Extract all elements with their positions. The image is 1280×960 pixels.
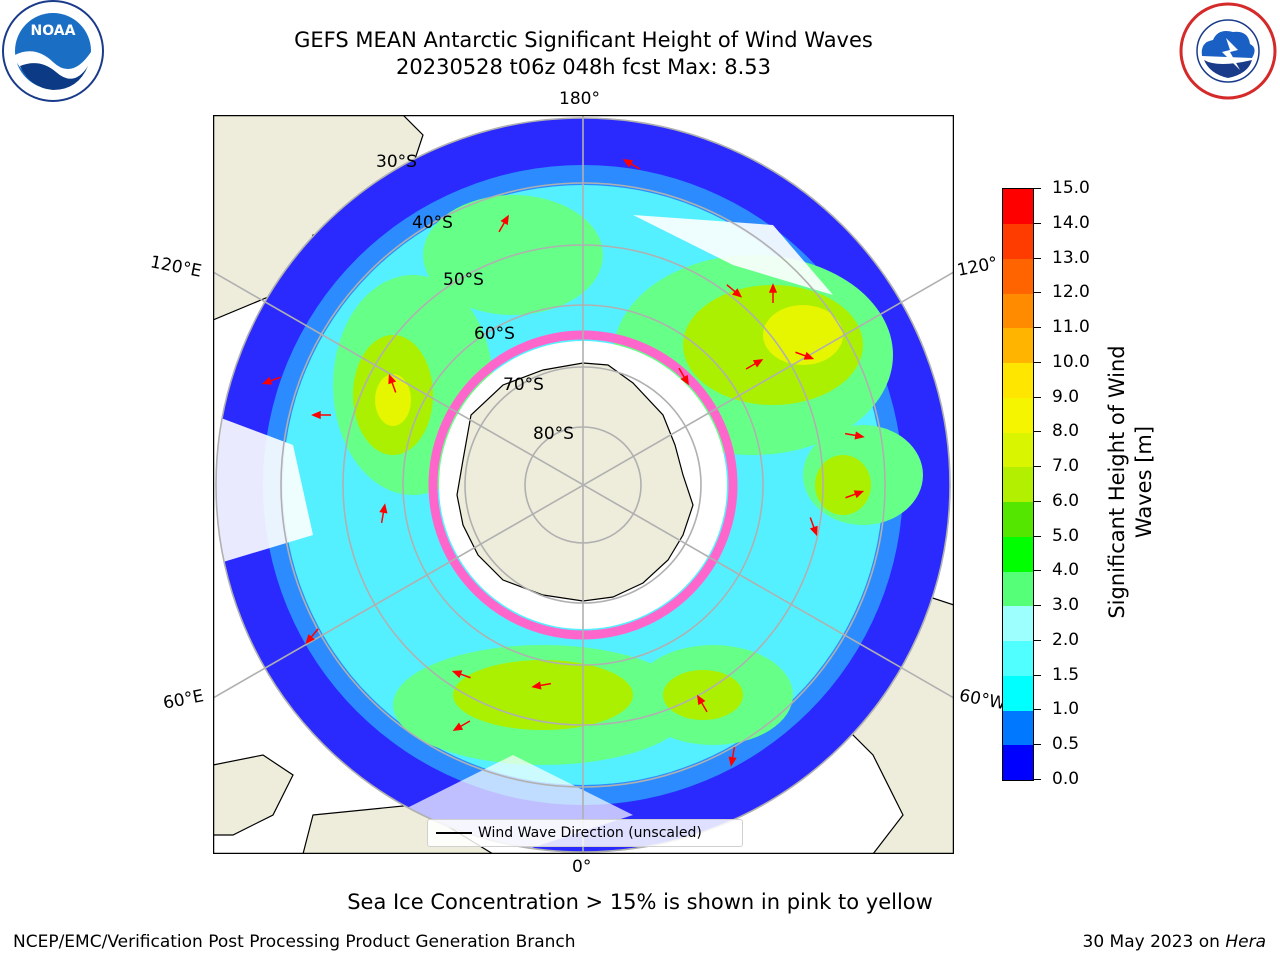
- colorbar-tick-label: 5.0: [1052, 525, 1080, 546]
- colorbar-tick: [1033, 361, 1041, 363]
- lon-label-right-upper: 120°: [955, 253, 1000, 281]
- legend-line-icon: [436, 832, 472, 834]
- credit-text: NCEP/EMC/Verification Post Processing Pr…: [13, 932, 576, 952]
- colorbar-title-line1: Significant Height of Wind: [1105, 345, 1129, 619]
- colorbar-segment: [1003, 571, 1033, 607]
- colorbar-segment: [1003, 745, 1033, 781]
- colorbar-title-line2: Waves [m]: [1132, 425, 1156, 539]
- colorbar-tick-label: 6.0: [1052, 490, 1080, 511]
- colorbar-tick: [1033, 188, 1041, 189]
- colorbar-tick: [1033, 257, 1041, 259]
- colorbar-segment: [1003, 397, 1033, 433]
- lat-label-50s: 50°S: [443, 270, 484, 290]
- colorbar-tick: [1033, 466, 1041, 468]
- lon-label-left-upper: 120°E: [148, 252, 204, 282]
- lat-label-40s: 40°S: [412, 213, 453, 233]
- nws-logo-icon: [1179, 2, 1277, 100]
- map-plot: [213, 115, 954, 854]
- lon-label-top: 180°: [559, 89, 600, 109]
- lon-label-bottom: 0°: [572, 857, 592, 877]
- noaa-logo-icon: NOAA: [2, 0, 104, 102]
- date-value: 30 May 2023 on: [1082, 932, 1226, 952]
- colorbar-segment: [1003, 189, 1033, 224]
- colorbar-segment: [1003, 467, 1033, 503]
- colorbar-tick: [1033, 744, 1041, 746]
- colorbar-tick: [1033, 327, 1041, 329]
- colorbar-segment: [1003, 640, 1033, 676]
- sea-ice-note: Sea Ice Concentration > 15% is shown in …: [347, 890, 933, 914]
- lat-label-30s: 30°S: [376, 152, 417, 172]
- colorbar-tick: [1033, 605, 1041, 607]
- colorbar-tick-label: 15.0: [1052, 178, 1090, 198]
- lat-label-60s: 60°S: [474, 324, 515, 344]
- colorbar-tick-label: 13.0: [1052, 247, 1090, 268]
- colorbar-tick-label: 0.5: [1052, 734, 1080, 755]
- colorbar-tick: [1033, 396, 1041, 398]
- colorbar-segment: [1003, 675, 1033, 711]
- colorbar-tick-label: 0.0: [1052, 769, 1080, 789]
- colorbar-tick-label: 11.0: [1052, 317, 1090, 338]
- wind-direction-arrows: [261, 159, 865, 767]
- colorbar-segment: [1003, 362, 1033, 398]
- colorbar-tick-label: 8.0: [1052, 421, 1080, 442]
- colorbar-segment: [1003, 501, 1033, 537]
- noaa-logo-text: NOAA: [31, 23, 76, 39]
- colorbar-segment: [1003, 293, 1033, 329]
- chart-subtitle: 20230528 t06z 048h fcst Max: 8.53: [396, 55, 771, 79]
- colorbar-tick-label: 3.0: [1052, 595, 1080, 616]
- colorbar-tick: [1033, 292, 1041, 294]
- colorbar-tick: [1033, 674, 1041, 676]
- colorbar-tick-label: 14.0: [1052, 212, 1090, 233]
- colorbar-tick: [1033, 639, 1041, 641]
- map-legend: Wind Wave Direction (unscaled): [427, 819, 743, 847]
- colorbar-tick: [1033, 709, 1041, 711]
- antarctica-land: [456, 362, 694, 602]
- colorbar-tick: [1033, 779, 1041, 780]
- colorbar-title: Significant Height of Wind Waves [m]: [1104, 332, 1158, 632]
- colorbar-segment: [1003, 223, 1033, 259]
- colorbar-tick-label: 9.0: [1052, 386, 1080, 407]
- machine-name: Hera: [1225, 932, 1266, 952]
- legend-label: Wind Wave Direction (unscaled): [478, 825, 702, 841]
- colorbar-tick: [1033, 570, 1041, 572]
- colorbar: [1002, 188, 1034, 781]
- colorbar-tick: [1033, 500, 1041, 502]
- colorbar-tick-label: 2.0: [1052, 629, 1080, 650]
- lon-label-left-lower: 60°E: [161, 686, 206, 714]
- colorbar-segment: [1003, 328, 1033, 364]
- colorbar-tick-label: 4.0: [1052, 560, 1080, 581]
- lat-label-80s: 80°S: [533, 424, 574, 444]
- colorbar-segment: [1003, 710, 1033, 746]
- chart-title: GEFS MEAN Antarctic Significant Height o…: [294, 28, 873, 52]
- colorbar-tick: [1033, 431, 1041, 433]
- lat-label-70s: 70°S: [503, 375, 544, 395]
- colorbar-tick: [1033, 222, 1041, 224]
- colorbar-segment: [1003, 432, 1033, 468]
- date-text: 30 May 2023 on Hera: [1083, 932, 1267, 952]
- colorbar-segment: [1003, 606, 1033, 642]
- lon-label-right-lower: 60°W: [957, 685, 1008, 715]
- colorbar-tick-label: 10.0: [1052, 351, 1090, 372]
- colorbar-segment: [1003, 258, 1033, 294]
- colorbar-tick-label: 1.0: [1052, 699, 1080, 720]
- colorbar-tick: [1033, 535, 1041, 537]
- colorbar-tick-label: 12.0: [1052, 282, 1090, 303]
- graticule: [213, 115, 954, 854]
- colorbar-tick-label: 1.5: [1052, 664, 1080, 685]
- colorbar-tick-label: 7.0: [1052, 456, 1080, 477]
- colorbar-segment: [1003, 536, 1033, 572]
